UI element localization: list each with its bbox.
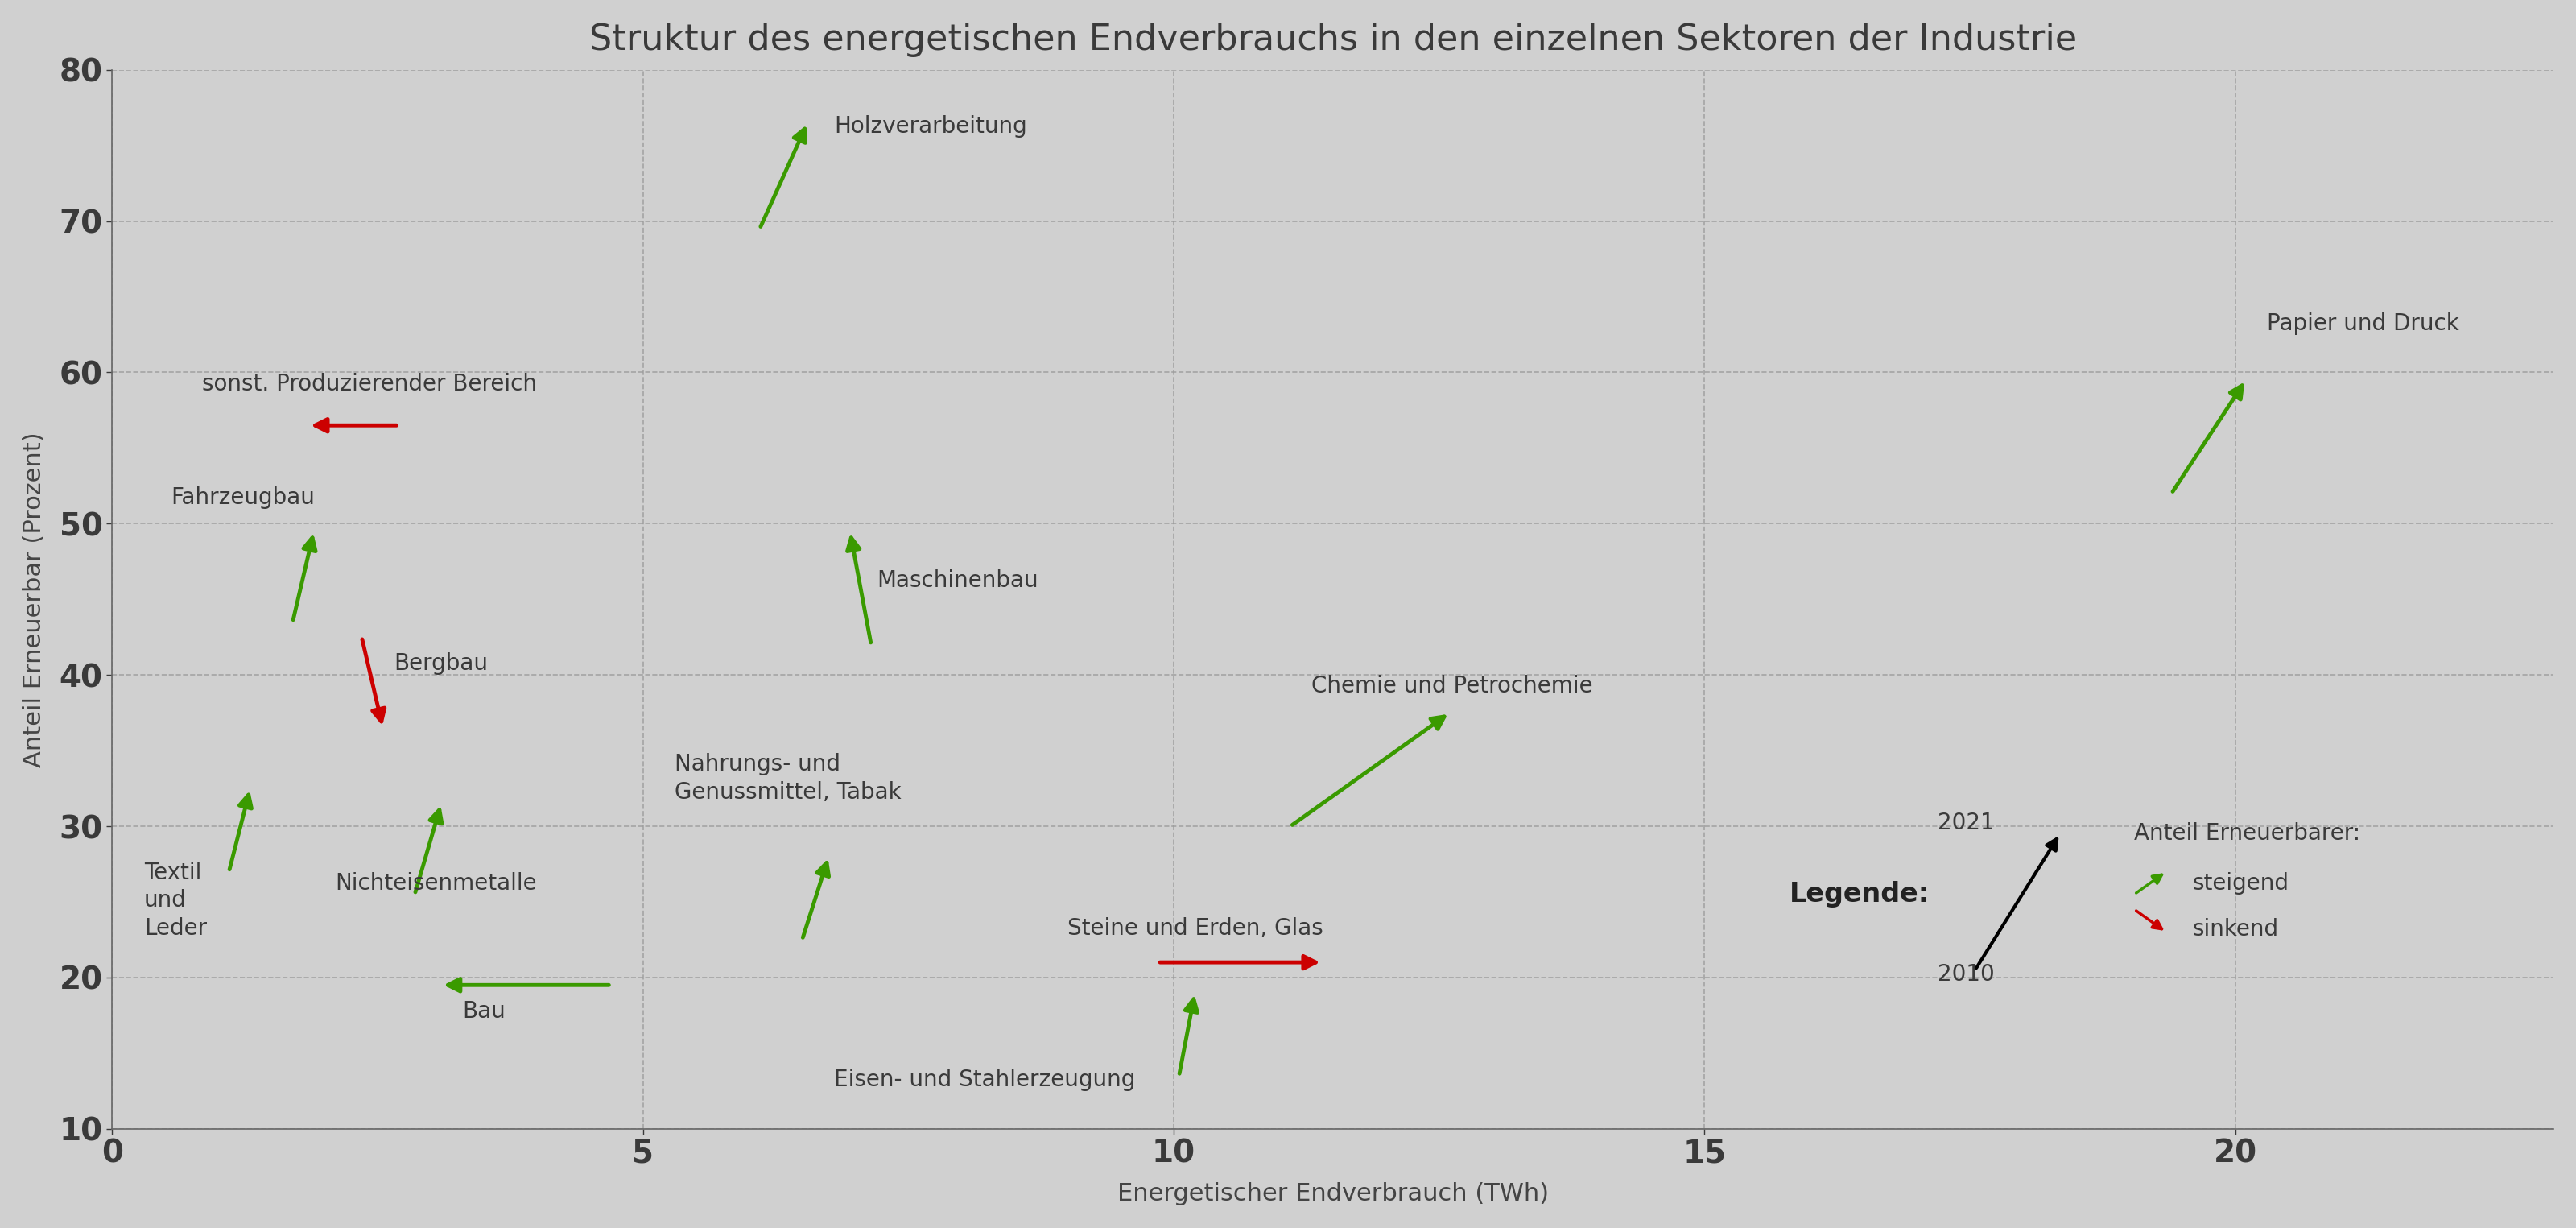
Text: Holzverarbeitung: Holzverarbeitung <box>835 115 1028 138</box>
Text: sinkend: sinkend <box>2192 917 2280 941</box>
Text: Chemie und Petrochemie: Chemie und Petrochemie <box>1311 675 1592 698</box>
Text: Nichteisenmetalle: Nichteisenmetalle <box>335 872 536 894</box>
Title: Struktur des energetischen Endverbrauchs in den einzelnen Sektoren der Industrie: Struktur des energetischen Endverbrauchs… <box>590 22 2076 56</box>
Text: Textil
und
Leder: Textil und Leder <box>144 861 206 939</box>
Y-axis label: Anteil Erneuerbar (Prozent): Anteil Erneuerbar (Prozent) <box>23 431 46 768</box>
Text: Nahrungs- und
Genussmittel, Tabak: Nahrungs- und Genussmittel, Tabak <box>675 753 902 803</box>
Text: Steine und Erden, Glas: Steine und Erden, Glas <box>1066 917 1324 939</box>
Text: 2010: 2010 <box>1937 963 1994 986</box>
Text: sonst. Produzierender Bereich: sonst. Produzierender Bereich <box>204 372 538 395</box>
Text: Maschinenbau: Maschinenbau <box>876 570 1038 592</box>
Text: Anteil Erneuerbarer:: Anteil Erneuerbarer: <box>2136 823 2360 845</box>
Text: Bergbau: Bergbau <box>394 652 487 675</box>
Text: Legende:: Legende: <box>1790 880 1929 907</box>
Text: Eisen- und Stahlerzeugung: Eisen- und Stahlerzeugung <box>835 1068 1136 1090</box>
Text: Fahrzeugbau: Fahrzeugbau <box>170 486 314 508</box>
Text: steigend: steigend <box>2192 872 2290 895</box>
Text: 2021: 2021 <box>1937 812 1994 835</box>
Text: Bau: Bau <box>464 1001 505 1023</box>
Text: Papier und Druck: Papier und Druck <box>2267 312 2460 334</box>
X-axis label: Energetischer Endverbrauch (TWh): Energetischer Endverbrauch (TWh) <box>1118 1183 1548 1206</box>
